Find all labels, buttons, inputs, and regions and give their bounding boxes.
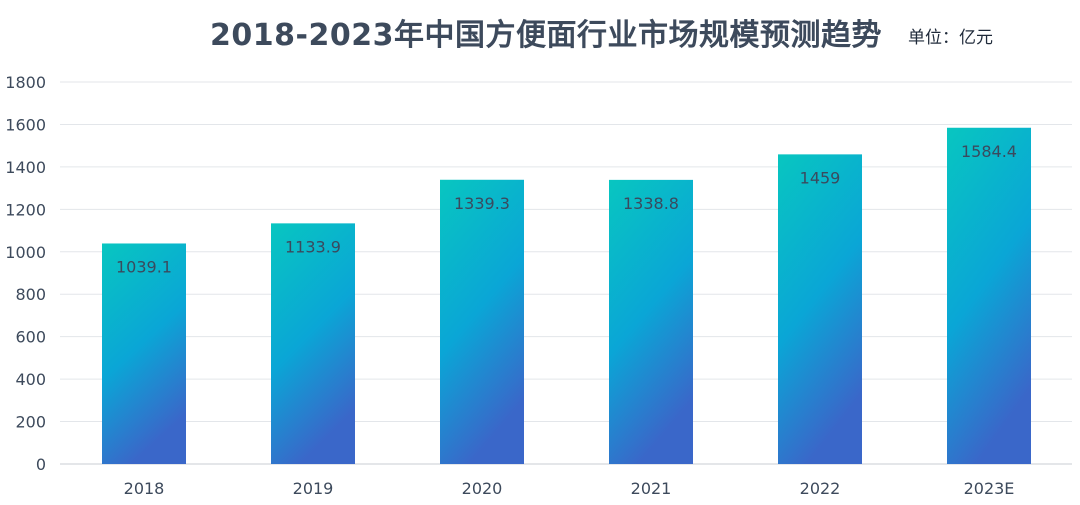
bar-2019 [271,223,355,464]
x-tick-label: 2020 [462,479,503,498]
y-tick-label: 1600 [5,115,46,134]
y-tick-label: 1400 [5,158,46,177]
x-tick-label: 2019 [293,479,334,498]
bar-2018 [102,243,186,464]
data-label-2022: 1459 [800,168,841,187]
y-tick-label: 0 [36,455,46,474]
unit-label: 单位：亿元 [908,28,993,48]
y-tick-label: 1200 [5,200,46,219]
x-tick-label: 2021 [631,479,672,498]
data-label-2020: 1339.3 [454,194,510,213]
data-label-2019: 1133.9 [285,237,341,256]
y-tick-label: 600 [15,328,46,347]
x-tick-label: 2018 [124,479,165,498]
x-axis-ticks: 2018 2019 2020 2021 2022 2023E [124,479,1015,498]
y-tick-label: 400 [15,370,46,389]
x-tick-label: 2022 [800,479,841,498]
y-tick-label: 1000 [5,243,46,262]
data-label-2023E: 1584.4 [961,142,1017,161]
x-tick-label: 2023E [964,479,1015,498]
data-label-2018: 1039.1 [116,257,172,276]
bar-2023E [947,127,1031,464]
bars: 1039.1 1133.9 1339.3 1338.8 1459 1584.4 [102,127,1031,464]
y-axis-ticks: 0 200 400 600 800 1000 1200 1400 1600 1800 [5,73,46,474]
gridlines [60,81,1072,465]
bar-2022 [778,154,862,464]
data-label-2021: 1338.8 [623,194,679,213]
y-tick-label: 1800 [5,73,46,92]
bar-2020 [440,179,524,464]
y-tick-label: 200 [15,413,46,432]
bar-2021 [609,179,693,464]
chart-title: 2018-2023年中国方便面行业市场规模预测趋势 [210,18,882,53]
y-tick-label: 800 [15,285,46,304]
